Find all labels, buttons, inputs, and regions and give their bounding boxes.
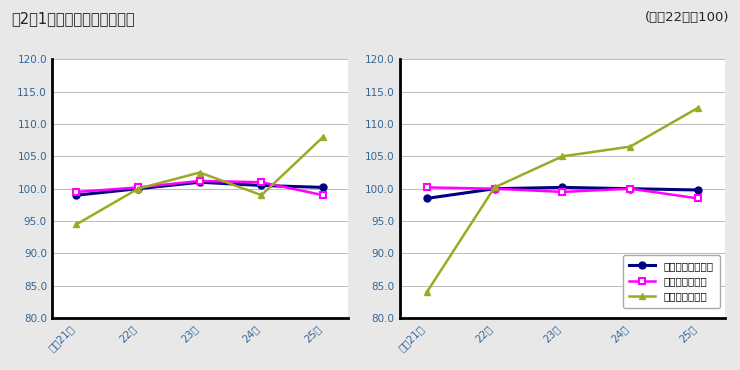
Legend: 総実労働時間指数, 所定内時間指数, 所定外時間指数: 総実労働時間指数, 所定内時間指数, 所定外時間指数 — [623, 255, 720, 308]
Text: 図2－1　労働時間指数の推移: 図2－1 労働時間指数の推移 — [11, 11, 135, 26]
Text: (平成22年＝100): (平成22年＝100) — [645, 11, 729, 24]
